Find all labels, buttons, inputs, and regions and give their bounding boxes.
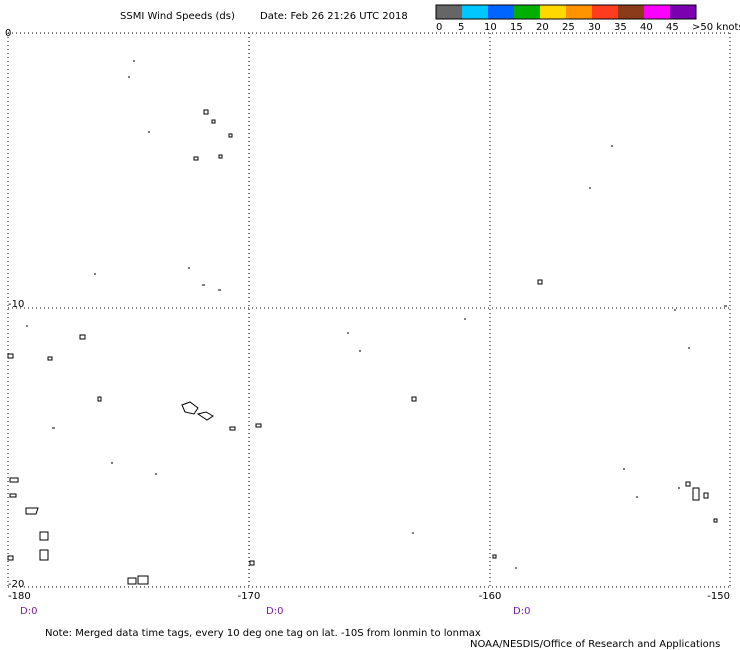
island [193, 109, 233, 161]
credit: NOAA/NESDIS/Office of Research and Appli… [470, 639, 720, 650]
color-swatch [462, 5, 488, 19]
colorbar-label: 30 [588, 22, 601, 33]
color-swatch [592, 5, 618, 19]
lon-label: -150 [707, 591, 730, 602]
title: SSMI Wind Speeds (ds) [120, 11, 235, 22]
color-swatch [488, 5, 514, 19]
colorbar-label: 0 [436, 22, 442, 33]
island [7, 477, 149, 585]
lat-label: -20 [8, 579, 24, 590]
color-swatch [436, 5, 462, 19]
colorbar-label: >50 knots [692, 22, 740, 33]
lon-labels: -180 -170 -160 -150 [8, 591, 730, 602]
colorbar-label: 45 [666, 22, 679, 33]
island [249, 279, 718, 566]
colorbar-label: 40 [640, 22, 653, 33]
colorbar-label: 25 [562, 22, 575, 33]
date: Date: Feb 26 21:26 UTC 2018 [260, 11, 408, 22]
colorbar-label: 20 [536, 22, 549, 33]
lat-labels: 0 -10 -20 [5, 28, 24, 590]
island [26, 60, 727, 569]
color-swatch [670, 5, 696, 19]
lat-label: 0 [5, 28, 11, 39]
lon-label: -160 [479, 591, 502, 602]
colorbar-label: 10 [484, 22, 497, 33]
time-tags: D:0 D:0 D:0 [20, 606, 530, 617]
map-frame [7, 32, 731, 588]
time-tag: D:0 [266, 606, 283, 617]
lon-label: -170 [238, 591, 261, 602]
island [7, 334, 262, 431]
lon-label: -180 [8, 591, 31, 602]
colorbar: 0 5 10 15 20 25 30 35 40 45 >50 knots [435, 4, 740, 33]
colorbar-label: 35 [614, 22, 627, 33]
color-swatch [618, 5, 644, 19]
colorbar-label: 5 [458, 22, 464, 33]
colorbar-border [435, 4, 697, 20]
color-swatch [540, 5, 566, 19]
time-tag: D:0 [513, 606, 530, 617]
note: Note: Merged data time tags, every 10 de… [45, 628, 481, 639]
lat-label: -10 [8, 299, 24, 310]
island [181, 401, 214, 421]
islands [7, 60, 727, 585]
time-tag: D:0 [20, 606, 37, 617]
color-swatch [566, 5, 592, 19]
color-swatch [514, 5, 540, 19]
color-swatch [644, 5, 670, 19]
colorbar-label: 15 [510, 22, 523, 33]
